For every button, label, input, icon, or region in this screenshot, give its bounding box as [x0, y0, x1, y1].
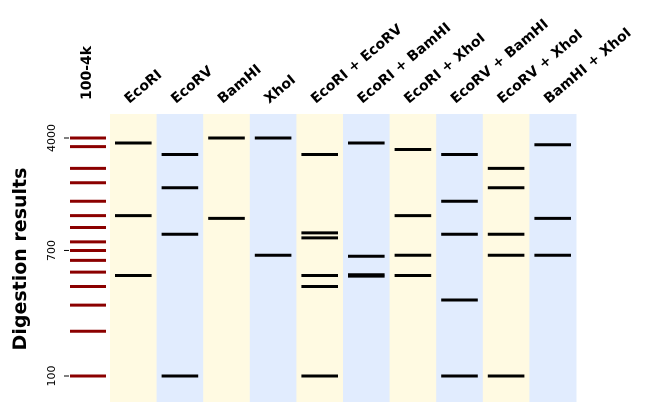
ladder-bands [70, 136, 106, 378]
lane-background [296, 114, 344, 402]
lane-background [529, 114, 577, 402]
ladder-label: 100-4k [79, 45, 95, 100]
gel-bands [115, 136, 571, 378]
y-axis-label: Digestion results [9, 168, 31, 351]
lane-background [436, 114, 484, 402]
lane-background [482, 114, 530, 402]
y-tick-label: 100 [45, 366, 58, 387]
lane-background [389, 114, 437, 402]
y-tick-label: 4000 [45, 124, 58, 152]
lane-background [156, 114, 204, 402]
lane-label: EcoRI + XhoI [401, 30, 488, 107]
lane-backgrounds [110, 114, 577, 402]
lane-background [203, 114, 251, 402]
lane-background [110, 114, 158, 402]
y-axis-ticks: 4000 700 100 [45, 124, 69, 387]
lane-label: BamHI + XhoI [541, 25, 635, 107]
lane-label: BamHI [215, 62, 265, 107]
lane-background [343, 114, 391, 402]
lane-label: EcoRV [168, 63, 216, 107]
lane-label: XhoI [261, 72, 299, 107]
lane-background [249, 114, 297, 402]
lane-label: EcoRI [122, 67, 166, 107]
y-tick-label: 700 [45, 240, 58, 261]
